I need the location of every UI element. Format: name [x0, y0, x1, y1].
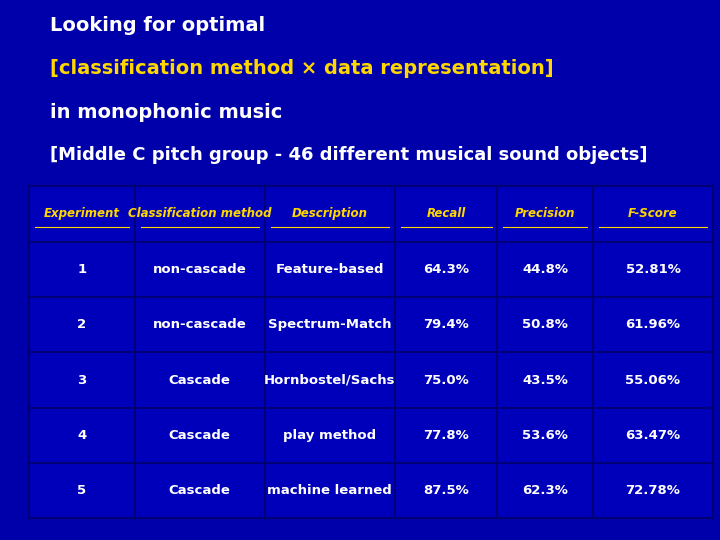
- Text: non-cascade: non-cascade: [153, 263, 247, 276]
- Text: Precision: Precision: [515, 207, 575, 220]
- Bar: [29, 186, 713, 518]
- Text: 75.0%: 75.0%: [423, 374, 469, 387]
- Text: 79.4%: 79.4%: [423, 318, 469, 331]
- Text: Looking for optimal: Looking for optimal: [50, 16, 266, 35]
- Text: 87.5%: 87.5%: [423, 484, 469, 497]
- Text: Hornbostel/Sachs: Hornbostel/Sachs: [264, 374, 395, 387]
- Text: F-Score: F-Score: [628, 207, 678, 220]
- Text: 43.5%: 43.5%: [522, 374, 568, 387]
- Text: [classification method × data representation]: [classification method × data representa…: [50, 59, 554, 78]
- Text: 2: 2: [77, 318, 86, 331]
- Text: play method: play method: [283, 429, 377, 442]
- Text: 4: 4: [77, 429, 86, 442]
- Text: Description: Description: [292, 207, 368, 220]
- Text: Recall: Recall: [426, 207, 466, 220]
- Text: Spectrum-Match: Spectrum-Match: [268, 318, 392, 331]
- Text: Classification method: Classification method: [128, 207, 271, 220]
- Text: 63.47%: 63.47%: [626, 429, 680, 442]
- Text: 1: 1: [77, 263, 86, 276]
- Text: Cascade: Cascade: [169, 484, 230, 497]
- Text: 53.6%: 53.6%: [522, 429, 568, 442]
- Text: 64.3%: 64.3%: [423, 263, 469, 276]
- Text: 55.06%: 55.06%: [626, 374, 680, 387]
- Text: 44.8%: 44.8%: [522, 263, 568, 276]
- Text: machine learned: machine learned: [267, 484, 392, 497]
- Text: 61.96%: 61.96%: [626, 318, 680, 331]
- Text: 3: 3: [77, 374, 86, 387]
- Text: 72.78%: 72.78%: [626, 484, 680, 497]
- Text: in monophonic music: in monophonic music: [50, 103, 283, 122]
- Text: 50.8%: 50.8%: [522, 318, 568, 331]
- Text: 52.81%: 52.81%: [626, 263, 680, 276]
- Text: Cascade: Cascade: [169, 374, 230, 387]
- Text: Feature-based: Feature-based: [276, 263, 384, 276]
- Text: Cascade: Cascade: [169, 429, 230, 442]
- Text: [Middle C pitch group - 46 different musical sound objects]: [Middle C pitch group - 46 different mus…: [50, 146, 648, 164]
- Text: 77.8%: 77.8%: [423, 429, 469, 442]
- Text: non-cascade: non-cascade: [153, 318, 247, 331]
- Text: Experiment: Experiment: [44, 207, 120, 220]
- Text: 5: 5: [77, 484, 86, 497]
- Text: 62.3%: 62.3%: [522, 484, 568, 497]
